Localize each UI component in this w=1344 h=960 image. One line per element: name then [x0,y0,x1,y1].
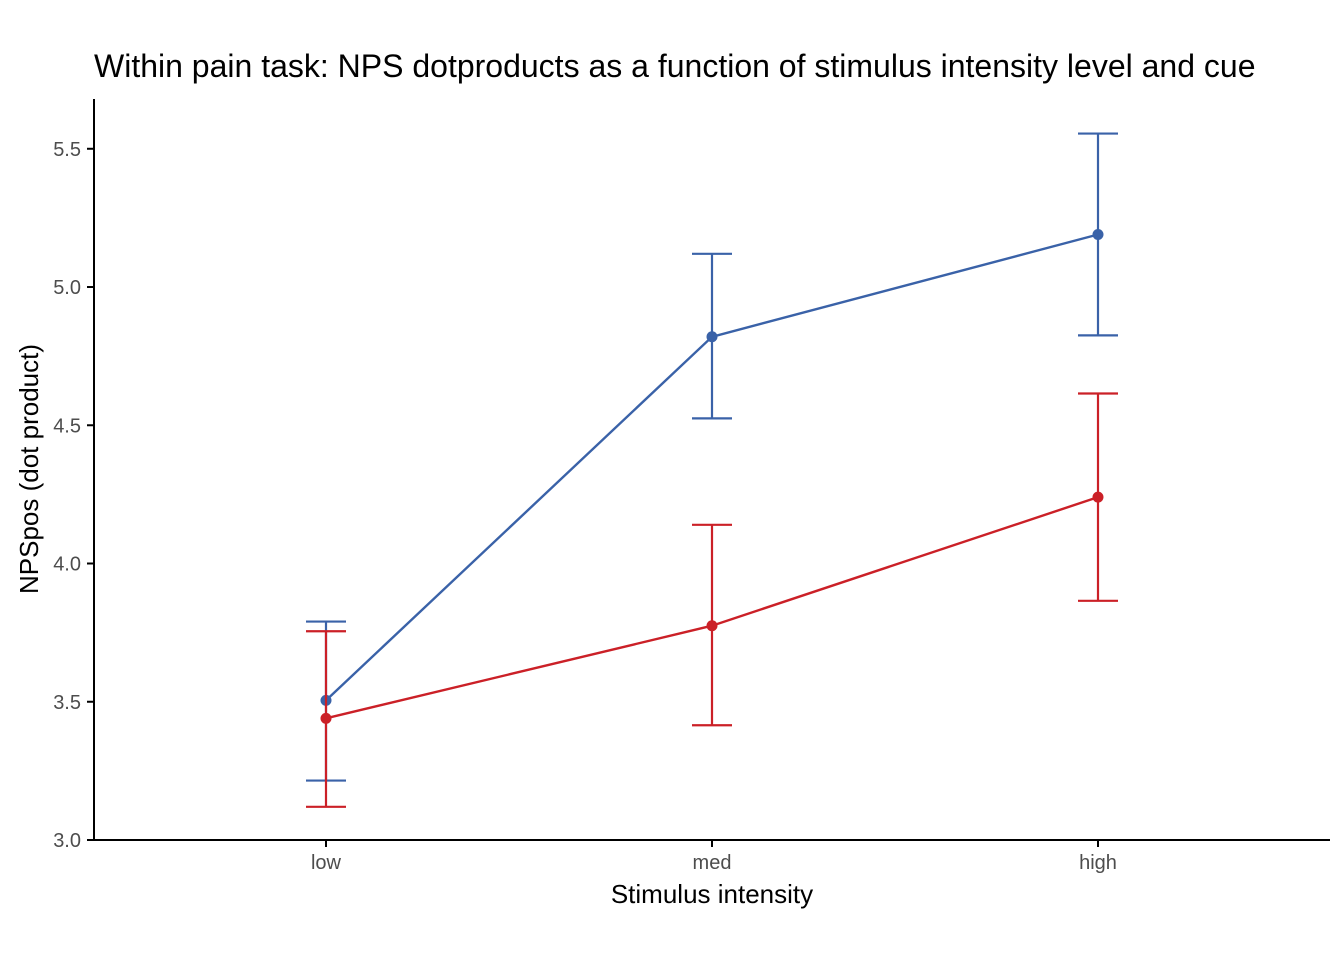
y-axis-title: NPSpos (dot product) [14,344,44,594]
data-point [706,620,718,632]
series-layer [306,132,1118,808]
data-point [1092,491,1104,503]
y-ticks: 3.0 3.5 4.0 4.5 5.0 5.5 [53,139,94,852]
x-tick-label: med [693,852,732,874]
chart-title: Within pain task: NPS dotproducts as a f… [94,48,1255,84]
y-tick-label: 3.0 [53,830,81,852]
y-tick-label: 4.5 [53,415,81,437]
data-point [1092,228,1104,240]
y-tick-label: 3.5 [53,692,81,714]
x-tick-label: low [311,852,342,874]
series-2 [306,392,1118,808]
y-tick-label: 5.5 [53,139,81,161]
y-tick-label: 4.0 [53,554,81,576]
data-point [706,331,718,343]
y-tick-label: 5.0 [53,277,81,299]
axes [93,99,1330,841]
data-point [320,712,332,724]
x-axis-title: Stimulus intensity [611,879,813,909]
x-ticks: low med high [311,840,1117,874]
x-tick-label: high [1079,852,1117,874]
